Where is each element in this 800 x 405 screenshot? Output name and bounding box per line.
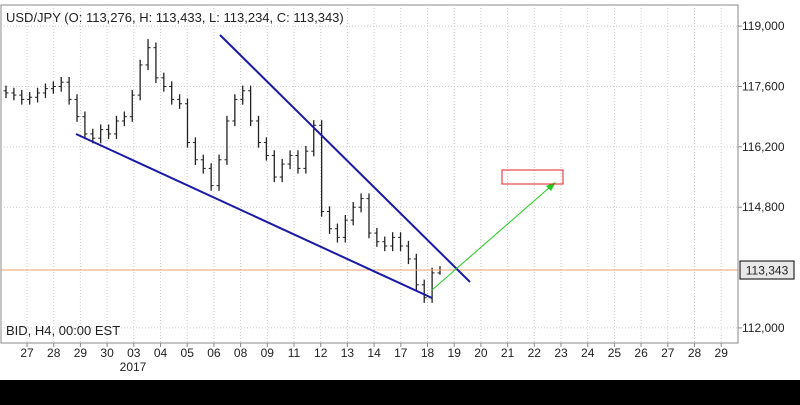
y-tick-label: 112,000: [742, 321, 785, 335]
x-tick-label: 13: [341, 346, 355, 360]
x-tick-label: 03: [127, 346, 141, 360]
x-tick-label: 29: [74, 346, 88, 360]
x-tick-label: 27: [661, 346, 675, 360]
chart-title: USD/JPY (O: 113,276, H: 113,433, L: 113,…: [6, 10, 344, 25]
x-tick-label: 05: [181, 346, 195, 360]
x-tick-label: 29: [715, 346, 729, 360]
x-tick-label: 06: [207, 346, 221, 360]
x-tick-label: 19: [448, 346, 462, 360]
x-tick-label: 26: [634, 346, 648, 360]
x-tick-label: 11: [288, 346, 301, 360]
bars: [1, 39, 738, 303]
year-label: 2017: [120, 360, 147, 374]
x-tick-label: 09: [261, 346, 275, 360]
y-tick-label: 119,000: [742, 19, 785, 33]
x-tick-label: 30: [100, 346, 114, 360]
target-box: [501, 169, 564, 185]
x-tick-label: 20: [474, 346, 488, 360]
price-label: 113,343: [746, 264, 789, 278]
x-tick-label: 08: [234, 346, 248, 360]
trend-line-lower: [75, 133, 433, 299]
x-tick-label: 17: [394, 346, 408, 360]
x-tick-label: 21: [501, 346, 515, 360]
x-tick-label: 22: [528, 346, 542, 360]
y-tick-label: 114,800: [742, 200, 785, 214]
x-tick-label: 04: [154, 346, 168, 360]
axis: 112,000 114,800 116,200 117,600 119,000 27 28 2…: [20, 5, 795, 374]
x-tick-label: 25: [608, 346, 622, 360]
y-tick-label: 116,200: [742, 140, 785, 154]
chart-subtitle: BID, H4, 00:00 EST: [6, 323, 120, 338]
x-tick-label: 23: [554, 346, 568, 360]
x-tick-label: 12: [314, 346, 328, 360]
x-tick-label: 14: [367, 346, 381, 360]
x-tick-label: 28: [688, 346, 702, 360]
price-box: [739, 260, 795, 280]
x-tick-label: 24: [581, 346, 595, 360]
projection-arrow: [431, 186, 551, 291]
trend-line-upper: [219, 34, 471, 283]
bottom-band: [0, 380, 800, 405]
x-tick-label: 18: [421, 346, 435, 360]
x-tick-label: 28: [47, 346, 61, 360]
y-tick-label: 117,600: [742, 79, 785, 93]
x-tick-label: 27: [20, 346, 34, 360]
